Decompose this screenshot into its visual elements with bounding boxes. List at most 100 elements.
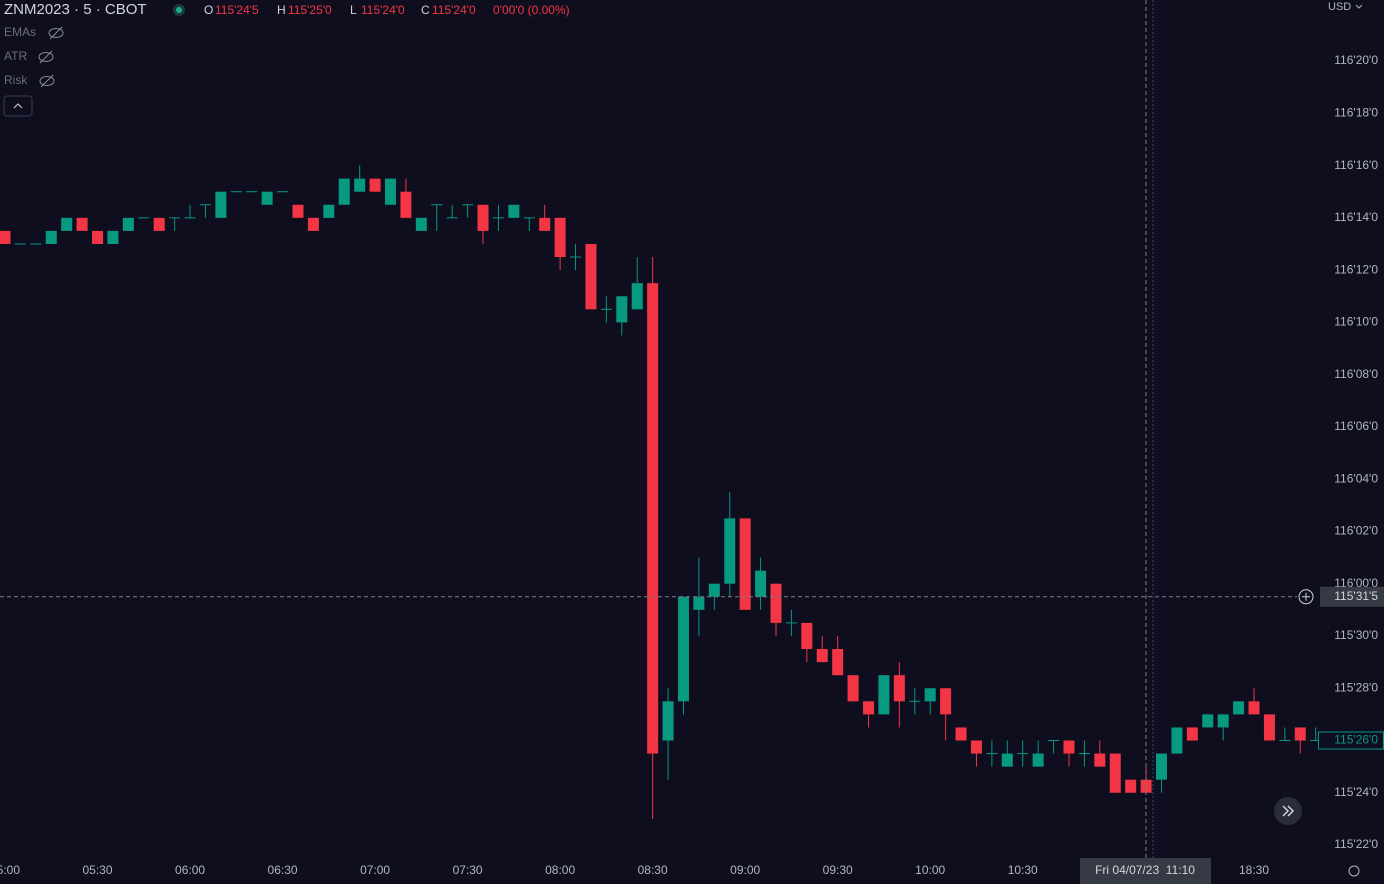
candle-body xyxy=(724,518,736,584)
candle-body xyxy=(986,753,998,755)
symbol[interactable]: ZNM2023 · 5 · CBOT xyxy=(4,1,147,18)
candle-body xyxy=(1156,753,1167,780)
x-tick-label: 18:30 xyxy=(1239,863,1269,877)
candle-body xyxy=(215,191,227,218)
hidden-eye-slash xyxy=(49,26,63,40)
candle-body xyxy=(1310,740,1322,742)
collapse-icon xyxy=(13,103,23,109)
hidden-eye-icon xyxy=(38,52,54,62)
y-tick-label: 116'08'0 xyxy=(1334,367,1378,381)
y-tick-label: 115'24'0 xyxy=(1334,785,1378,799)
x-tick-label: 07:00 xyxy=(360,863,390,877)
candle-body xyxy=(1263,714,1275,741)
candle-body xyxy=(1109,753,1121,793)
candle-body xyxy=(1048,740,1060,742)
candle-body xyxy=(292,204,304,218)
y-tick-label: 116'18'0 xyxy=(1334,105,1378,119)
ohlc-value: 115'24'0 xyxy=(361,3,405,17)
x-tick-label: 06:00 xyxy=(175,863,205,877)
x-tick-label: 09:00 xyxy=(730,863,760,877)
crosshair-time-label: Fri 04/07/23 11:10 xyxy=(1095,863,1195,877)
y-tick-label: 115'30'0 xyxy=(1334,628,1378,642)
hidden-eye-icon xyxy=(39,76,55,86)
candle-body xyxy=(1032,753,1044,767)
crosshair-price-box xyxy=(1320,586,1384,607)
x-tick-label: 06:30 xyxy=(268,863,298,877)
x-tick-label: 10:00 xyxy=(915,863,945,877)
candle-body xyxy=(30,243,42,245)
ohlc-key: C xyxy=(421,3,430,17)
settings-icon[interactable] xyxy=(1348,865,1360,877)
crosshair-time-box xyxy=(1080,858,1211,884)
x-tick-label: 05:00 xyxy=(0,863,20,877)
indicator-name[interactable]: Risk xyxy=(4,73,28,87)
y-tick-label: 116'00'0 xyxy=(1334,576,1378,590)
candle-body xyxy=(1186,727,1198,741)
candle-body xyxy=(940,688,952,715)
candle-body xyxy=(878,675,890,715)
candle-body xyxy=(354,178,366,192)
candle-body xyxy=(616,296,628,323)
indicator-name[interactable]: ATR xyxy=(4,49,27,63)
candle-body xyxy=(169,217,181,219)
candle-body xyxy=(1001,753,1013,767)
candle-body xyxy=(138,217,150,219)
candle-body xyxy=(184,217,196,219)
y-tick-label: 116'02'0 xyxy=(1334,524,1378,538)
candle-body xyxy=(1217,714,1229,728)
y-tick-label: 116'14'0 xyxy=(1334,210,1378,224)
candle-body xyxy=(785,622,797,624)
candle-body xyxy=(122,217,134,231)
candle-body xyxy=(45,230,57,244)
candle-body xyxy=(230,191,242,193)
ohlc-value: 115'25'0 xyxy=(288,3,332,17)
y-tick-label: 116'20'0 xyxy=(1334,53,1378,67)
candle-body xyxy=(323,204,335,218)
candle-body xyxy=(847,675,859,702)
candle-body xyxy=(554,217,566,258)
candle-body xyxy=(1017,753,1029,755)
candle-body xyxy=(492,217,504,219)
hidden-eye-slash xyxy=(39,50,53,64)
candle-body xyxy=(199,204,211,206)
candle-body xyxy=(570,256,582,258)
change: 0'00'0 (0.00%) xyxy=(493,3,570,17)
candle-body xyxy=(600,308,612,310)
x-tick-label: 09:30 xyxy=(823,863,853,877)
candle-body xyxy=(92,230,104,244)
candle-body xyxy=(631,283,643,310)
candle-body xyxy=(1294,727,1306,741)
candle-body xyxy=(307,217,319,231)
candle-body xyxy=(1078,753,1090,755)
candle-body xyxy=(863,701,875,715)
crosshair-price-label: 115'31'5 xyxy=(1334,589,1378,603)
collapse-button[interactable] xyxy=(3,95,33,117)
currency[interactable]: USD xyxy=(1328,1,1351,13)
candle-body xyxy=(1248,701,1260,715)
candle-body xyxy=(415,217,427,231)
candle-body xyxy=(647,283,659,754)
candle-body xyxy=(508,204,520,218)
candle-body xyxy=(1233,701,1245,715)
candle-body xyxy=(1063,740,1075,754)
ohlc-value: 115'24'0 xyxy=(432,3,476,17)
candle-body xyxy=(446,217,458,219)
candle-body xyxy=(61,217,73,231)
indicator-name[interactable]: EMAs xyxy=(4,25,36,39)
candle-body xyxy=(970,740,982,754)
x-tick-label: 08:00 xyxy=(545,863,575,877)
candle-body xyxy=(400,191,412,218)
candle-body xyxy=(277,191,289,193)
x-tick-label: 08:30 xyxy=(638,863,668,877)
x-tick-label: 05:30 xyxy=(83,863,113,877)
candle-body xyxy=(585,243,597,310)
candle-body xyxy=(1125,779,1137,793)
candle-body xyxy=(0,230,11,244)
candle-body xyxy=(893,675,905,702)
candle-body xyxy=(755,570,767,597)
candle-body xyxy=(662,701,674,741)
candle-body xyxy=(76,217,88,231)
y-tick-label: 116'10'0 xyxy=(1334,315,1378,329)
ohlc-key: O xyxy=(204,3,213,17)
